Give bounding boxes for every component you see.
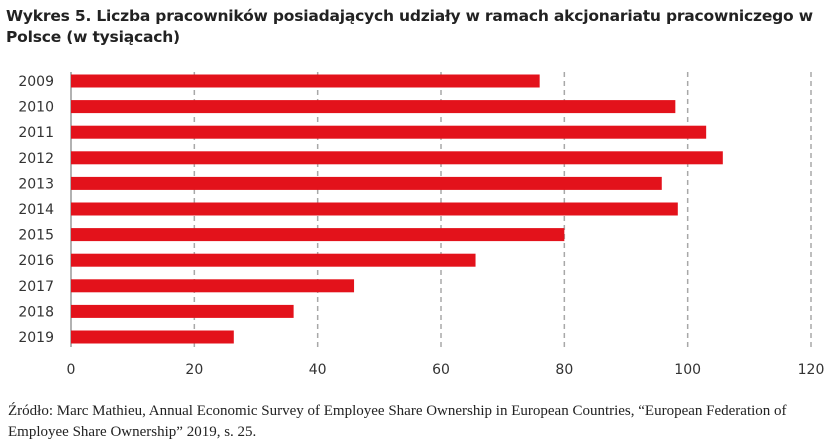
bar-2010 bbox=[71, 100, 676, 114]
x-tick-label: 80 bbox=[555, 362, 573, 378]
y-tick-labels: 2009 2010 2011 2012 2013 2014 2015 2016 2017 2018… bbox=[18, 74, 54, 346]
bar-2015 bbox=[71, 228, 565, 242]
bar-2016 bbox=[71, 253, 476, 267]
x-tick-label: 20 bbox=[185, 362, 203, 378]
y-tick-label: 2011 bbox=[18, 125, 54, 141]
bar-2014 bbox=[71, 202, 678, 216]
x-tick-label: 40 bbox=[309, 362, 327, 378]
x-tick-label: 100 bbox=[674, 362, 701, 378]
y-tick-label: 2009 bbox=[18, 74, 54, 90]
x-tick-label: 0 bbox=[67, 362, 76, 378]
y-tick-label: 2013 bbox=[18, 176, 54, 192]
bar-chart: 2009 2010 2011 2012 2013 2014 2015 2016 2017 2018… bbox=[18, 72, 825, 378]
y-tick-label: 2012 bbox=[18, 151, 54, 167]
bar-2017 bbox=[71, 279, 355, 293]
y-tick-label: 2016 bbox=[18, 253, 54, 269]
y-tick-label: 2015 bbox=[18, 228, 54, 244]
x-tick-labels: 0 20 40 60 80 100 120 bbox=[67, 362, 825, 378]
x-tick-label: 120 bbox=[798, 362, 825, 378]
bars bbox=[71, 74, 723, 344]
source-note: Źródło: Marc Mathieu, Annual Economic Su… bbox=[8, 403, 787, 440]
y-tick-label: 2017 bbox=[18, 279, 54, 295]
y-tick-label: 2010 bbox=[18, 100, 54, 116]
y-tick-label: 2014 bbox=[18, 202, 54, 218]
bar-2011 bbox=[71, 125, 707, 139]
chart-title: Wykres 5. Liczba pracowników posiadający… bbox=[6, 7, 813, 46]
y-tick-label: 2018 bbox=[18, 304, 54, 320]
bar-2018 bbox=[71, 304, 294, 318]
x-tick-label: 60 bbox=[432, 362, 450, 378]
bar-2013 bbox=[71, 176, 662, 190]
y-tick-label: 2019 bbox=[18, 330, 54, 346]
bar-2012 bbox=[71, 151, 723, 165]
bar-2019 bbox=[71, 330, 234, 344]
bar-2009 bbox=[71, 74, 540, 88]
